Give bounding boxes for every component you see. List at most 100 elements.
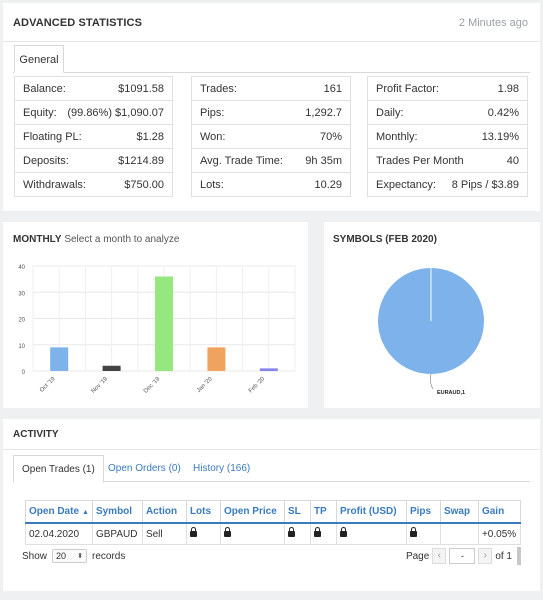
stat-value: 1,292.7 <box>305 106 342 119</box>
bar-nov19[interactable] <box>102 365 121 371</box>
stats-column-performance: Profit Factor: 1.98 Daily: 0.42% Monthly: 1… <box>367 76 528 197</box>
monthly-panel: MONTHLY Select a month to analyze 0 10 20 3… <box>3 222 308 408</box>
stat-value: $1.28 <box>136 130 164 143</box>
lock-icon <box>189 527 197 537</box>
col-label: Symbol <box>95 506 133 517</box>
y-tick-label: 0 <box>22 370 26 376</box>
prev-page-button[interactable]: ‹ <box>432 548 447 564</box>
tab-general[interactable]: General <box>14 45 64 73</box>
stat-label: Lots: <box>200 178 224 191</box>
col-label: Lots <box>189 506 212 517</box>
col-label: Action <box>145 506 178 517</box>
col-symbol[interactable]: Symbol <box>91 500 143 524</box>
stat-label: Floating PL: <box>23 130 82 143</box>
col-action[interactable]: Action <box>141 500 187 524</box>
pagination: Page ‹ - › of 1 <box>406 548 512 564</box>
bar-dec19[interactable] <box>155 276 173 372</box>
stat-row-balance: Balance: $1091.58 <box>14 77 173 101</box>
col-open-price[interactable]: Open Price <box>219 500 285 524</box>
lock-icon <box>223 527 231 537</box>
show-label: Show <box>22 550 48 562</box>
lock-icon <box>339 527 347 537</box>
col-profit[interactable]: Profit (USD) <box>335 500 407 524</box>
bar-jan20[interactable] <box>207 347 226 371</box>
stat-label: Equity: <box>23 106 57 119</box>
symbols-pie-chart: EURAUD,1 <box>378 268 484 396</box>
tab-open-trades[interactable]: Open Trades (1) <box>13 455 104 483</box>
y-tick-label: 20 <box>18 318 25 324</box>
stat-row-monthly: Monthly: 13.19% <box>367 125 528 149</box>
activity-panel: ACTIVITY Open Trades (1) Open Orders (0)… <box>3 419 540 591</box>
records-per-page: Show 20 ⬍ records <box>22 549 125 563</box>
col-label: Pips <box>409 506 432 517</box>
open-trades-table: Open Date ▲ Symbol Action Lots Open Price… <box>25 500 522 545</box>
stat-label: Avg. Trade Time: <box>200 154 283 167</box>
col-open-date[interactable]: Open Date ▲ <box>25 500 93 524</box>
stat-label: Withdrawals: <box>23 178 86 191</box>
stat-label: Deposits: <box>23 154 69 167</box>
stat-value: $1091.58 <box>118 82 164 95</box>
x-tick-label: Dec '19 <box>143 376 162 395</box>
stat-label: Won: <box>200 130 226 143</box>
col-label: TP <box>313 506 327 517</box>
col-label: Open Date <box>29 506 80 517</box>
col-label: Swap <box>443 506 471 517</box>
records-select[interactable]: 20 ⬍ <box>52 549 88 563</box>
stat-value: $750.00 <box>124 178 164 191</box>
stat-value: 9h 35m <box>305 154 342 167</box>
col-sl[interactable]: SL <box>283 500 311 524</box>
cell-action: Sell <box>141 522 187 545</box>
col-gain[interactable]: Gain <box>477 500 522 524</box>
monthly-title: MONTHLY Select a month to analyze <box>13 234 179 245</box>
panel-title: ADVANCED STATISTICS <box>13 17 143 29</box>
col-tp[interactable]: TP <box>309 500 337 524</box>
next-page-button[interactable]: › <box>478 548 493 564</box>
bar-oct19[interactable] <box>50 347 69 371</box>
tab-history[interactable]: History (166) <box>193 463 251 474</box>
stats-column-account: Balance: $1091.58 Equity: (99.86%) $1,090.… <box>14 76 173 197</box>
stats-column-trading: Trades: 161 Pips: 1,292.7 Won: 70% Avg. Tra… <box>191 76 351 197</box>
lock-icon <box>409 527 417 537</box>
page-total: of 1 <box>495 550 512 562</box>
stat-label: Balance: <box>23 82 66 95</box>
stat-row-deposits: Deposits: $1214.89 <box>14 149 173 173</box>
stat-value: 161 <box>323 82 342 95</box>
tab-open-orders[interactable]: Open Orders (0) <box>108 463 181 474</box>
monthly-heading: MONTHLY <box>13 234 62 245</box>
x-tick-label: Feb '20 <box>248 376 267 395</box>
table-row[interactable]: 02.04.2020 GBPAUD Sell +0.05% <box>25 522 522 545</box>
tabs-underline <box>13 72 530 73</box>
stat-label: Trades Per Month <box>376 154 464 167</box>
stat-value: 13.19% <box>481 130 519 143</box>
cell-lots <box>185 522 221 545</box>
y-tick-label: 10 <box>18 344 25 350</box>
cell-profit <box>335 522 407 545</box>
advanced-statistics-panel: ADVANCED STATISTICS 2 Minutes ago Genera… <box>3 3 540 211</box>
stat-row-profit-factor: Profit Factor: 1.98 <box>367 77 528 101</box>
bar-feb20[interactable] <box>259 368 278 371</box>
updated-time: 2 Minutes ago <box>458 17 528 29</box>
cell-tp <box>309 522 337 545</box>
stat-row-expectancy: Expectancy: 8 Pips / $3.89 <box>367 173 528 197</box>
stat-row-floating-pl: Floating PL: $1.28 <box>14 125 173 149</box>
table-header-row: Open Date ▲ Symbol Action Lots Open Price… <box>25 500 522 524</box>
stat-row-avg-trade-time: Avg. Trade Time: 9h 35m <box>191 149 351 173</box>
symbols-panel: SYMBOLS (FEB 2020) EURAUD,1 <box>324 222 540 408</box>
stat-value: 70% <box>319 130 342 143</box>
stat-label: Pips: <box>200 106 225 119</box>
stat-value: 1.98 <box>497 82 519 95</box>
col-swap[interactable]: Swap <box>439 500 479 524</box>
scrollbar[interactable] <box>517 547 521 565</box>
col-lots[interactable]: Lots <box>185 500 221 524</box>
col-label: Open Price <box>223 506 277 517</box>
cell-sl <box>283 522 311 545</box>
sort-asc-icon: ▲ <box>82 509 89 516</box>
stat-row-pips: Pips: 1,292.7 <box>191 101 351 125</box>
x-tick-label: Oct '19 <box>39 376 57 394</box>
stat-label: Profit Factor: <box>376 82 439 95</box>
monthly-bar-chart[interactable]: 0 10 20 30 40 Oct '19 Nov '19 Dec '19 Jan '20 Feb… <box>3 222 308 408</box>
page-number-input[interactable]: - <box>449 548 476 564</box>
stat-value: 0.42% <box>487 106 519 119</box>
col-pips[interactable]: Pips <box>405 500 441 524</box>
stat-label: Monthly: <box>376 130 418 143</box>
